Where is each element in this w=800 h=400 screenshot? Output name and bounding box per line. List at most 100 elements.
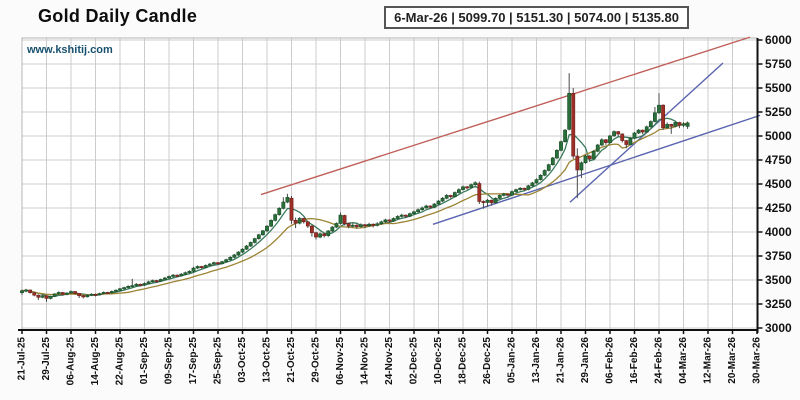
candle-body (326, 230, 331, 236)
candle-body (538, 174, 543, 180)
candle-body (636, 129, 641, 134)
y-tick-label: 4750 (765, 153, 792, 167)
candle-body (379, 221, 384, 225)
candle-body (228, 257, 233, 260)
candle-body (297, 218, 302, 224)
candle-body (469, 184, 474, 188)
candle-body (28, 289, 33, 293)
candle-body (334, 223, 339, 228)
x-tick-label: 06-Nov-25 (335, 337, 346, 385)
candle-body (481, 201, 486, 203)
candle-body (65, 292, 69, 295)
candle-body (77, 293, 82, 297)
candle-body (440, 198, 445, 202)
candle-body (60, 292, 65, 295)
x-tick-label: 18-Dec-25 (458, 337, 469, 385)
candle-body (546, 164, 551, 171)
y-tick-label: 3500 (765, 273, 792, 287)
candle-body (673, 122, 678, 127)
x-tick-label: 12-Mar-26 (703, 337, 714, 384)
candle-body (48, 296, 53, 299)
y-tick-label: 5500 (765, 81, 792, 95)
candle-body (114, 289, 118, 292)
candle-body (624, 140, 629, 145)
candle-body (20, 290, 24, 293)
candle-body (399, 214, 404, 217)
x-tick-label: 26-Dec-25 (482, 337, 493, 385)
x-tick-label: 05-Jan-26 (507, 337, 518, 384)
candle-body (24, 289, 28, 292)
candle-body (220, 261, 224, 264)
candle-body (579, 162, 584, 171)
candle-body (583, 155, 588, 164)
candle-body (101, 292, 106, 294)
x-tick-label: 14-Nov-25 (360, 337, 371, 385)
candle-body (203, 265, 208, 268)
candle-body (93, 293, 98, 296)
candle-body (522, 187, 527, 190)
candle-body (457, 189, 461, 193)
candle-body (408, 213, 412, 217)
candle-body (105, 292, 110, 294)
watermark-link[interactable]: www.kshitij.com (27, 44, 113, 56)
candle-body (138, 283, 143, 286)
candle-body (473, 182, 478, 186)
candle-body (489, 199, 494, 204)
candle-body (567, 92, 572, 130)
candle-body (595, 144, 600, 152)
candle-body (685, 122, 690, 127)
candle-body (542, 170, 547, 176)
candle-body (501, 193, 506, 196)
candle-body (207, 263, 212, 266)
x-tick-label: 09-Sep-25 (164, 337, 175, 385)
candle-body (212, 262, 216, 265)
candle-body (461, 186, 465, 190)
y-tick-label: 6000 (765, 33, 792, 47)
candle-body (338, 214, 343, 224)
candle-body (424, 205, 429, 209)
x-tick-label: 25-Sep-25 (213, 337, 224, 385)
candle-body (265, 225, 269, 232)
x-tick-label: 13-Oct-25 (262, 337, 273, 383)
candle-body (367, 223, 371, 227)
candle-body (375, 223, 380, 226)
candle-body (416, 209, 420, 213)
candle-body (640, 129, 645, 133)
candle-body (310, 225, 314, 234)
candle-body (550, 157, 555, 166)
candle-body (485, 199, 490, 203)
candle-body (448, 195, 453, 197)
candle-body (604, 139, 608, 143)
y-tick-label: 5750 (765, 57, 792, 71)
candle-body (195, 266, 200, 269)
x-tick-label: 22-Aug-25 (115, 337, 126, 386)
candle-body (518, 187, 523, 190)
candle-body (134, 283, 139, 286)
candle-body (436, 200, 441, 205)
candle-body (305, 221, 310, 227)
x-tick-label: 03-Oct-25 (237, 337, 248, 383)
candle-body (391, 218, 396, 222)
candle-body (412, 211, 416, 214)
candle-body (171, 274, 175, 277)
candle-body (163, 277, 167, 280)
candle-body (261, 230, 265, 236)
x-tick-label: 21-Oct-25 (286, 337, 297, 383)
candle-body (665, 124, 670, 129)
candle-body (52, 293, 57, 297)
candle-body (273, 214, 278, 221)
candle-body (252, 238, 257, 243)
x-tick-label: 29-Jul-25 (41, 337, 52, 381)
ohlc-readout: 6-Mar-26 | 5099.70 | 5151.30 | 5074.00 |… (384, 6, 689, 29)
candle-body (32, 292, 37, 296)
candle-body (359, 224, 363, 227)
y-tick-label: 3750 (765, 249, 792, 263)
candle-body (653, 112, 657, 122)
candle-body (40, 295, 45, 298)
candle-body (126, 286, 131, 288)
candle-body (318, 233, 322, 238)
x-tick-label: 29-Jan-26 (580, 337, 591, 384)
x-tick-label: 06-Aug-25 (66, 337, 77, 386)
candle-body (632, 132, 637, 139)
candle-body (530, 182, 535, 187)
